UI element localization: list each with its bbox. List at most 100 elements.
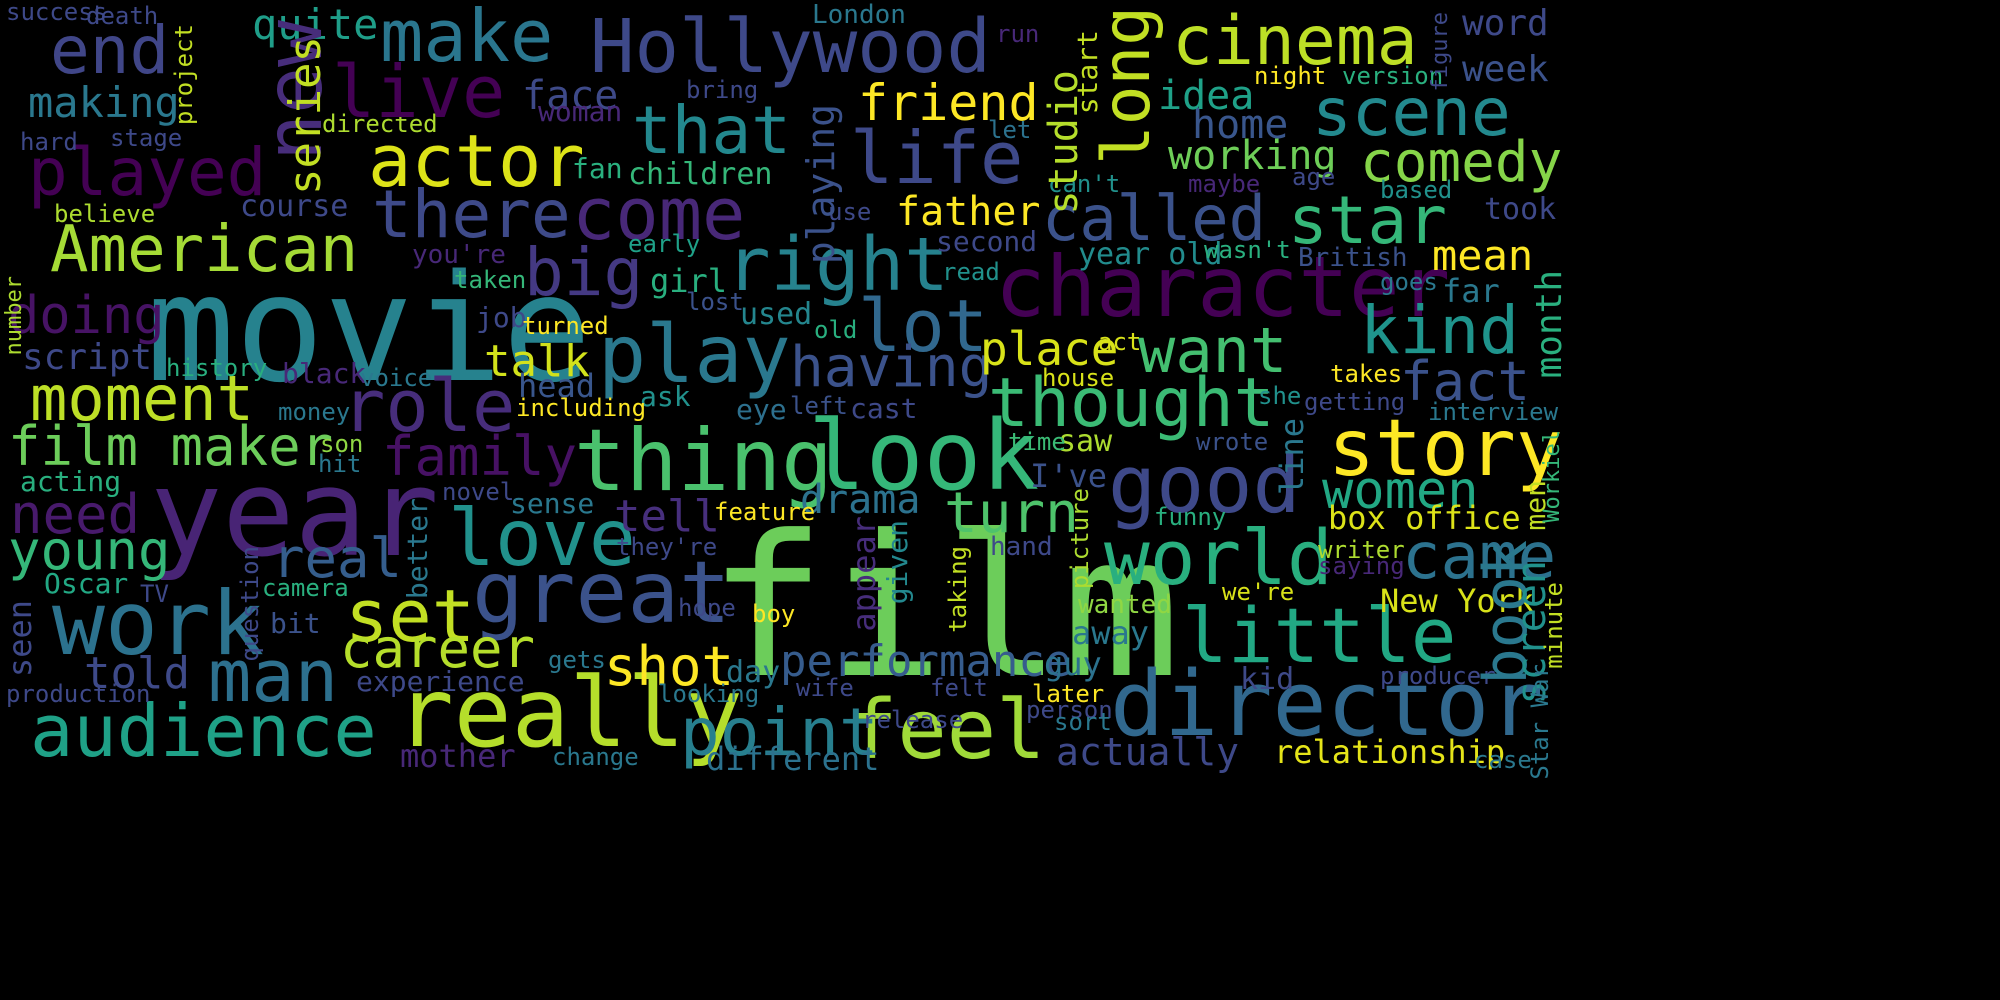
word: tell	[614, 491, 720, 542]
word: father	[896, 189, 1041, 235]
word: voice	[360, 364, 433, 392]
word: number	[2, 276, 27, 356]
word: different	[706, 740, 880, 778]
word: goes	[1380, 268, 1438, 296]
word: Oscar	[44, 567, 129, 600]
word: make	[380, 0, 554, 78]
word: better	[401, 498, 434, 600]
word: actually	[1056, 730, 1240, 774]
word: case	[1474, 746, 1532, 774]
word: place	[980, 322, 1119, 376]
word: turn	[944, 481, 1079, 546]
word: role	[342, 364, 516, 448]
word: saying	[1318, 552, 1405, 580]
word: playing	[799, 104, 843, 265]
word: maybe	[1188, 170, 1261, 198]
word: course	[240, 189, 349, 224]
word: came	[1402, 520, 1557, 594]
word: line	[1273, 418, 1311, 496]
word: black	[282, 357, 367, 390]
word: bring	[686, 76, 759, 104]
word: hope	[678, 594, 736, 622]
word: British	[1298, 243, 1408, 273]
word: took	[1484, 192, 1557, 227]
word: face	[522, 73, 619, 119]
word: Hollywood	[590, 4, 991, 90]
word: month	[1529, 270, 1570, 379]
word: son	[320, 430, 364, 458]
word: good	[1108, 438, 1301, 531]
word: career	[340, 617, 536, 680]
word: day	[726, 655, 781, 690]
word: film	[708, 494, 1181, 722]
word: getting	[1304, 388, 1406, 416]
word: appear	[845, 516, 883, 632]
word: hit	[318, 450, 362, 478]
word: feel	[848, 683, 1046, 778]
word: idea	[1158, 73, 1255, 119]
word: history	[166, 354, 268, 382]
word: stage	[110, 124, 183, 152]
word: boy	[752, 600, 796, 628]
word: can't	[1048, 170, 1121, 198]
word: drama	[800, 477, 921, 523]
word: told	[84, 648, 190, 699]
word: series	[280, 36, 331, 195]
word: talk	[484, 336, 590, 387]
word: year	[150, 445, 439, 584]
word: wrote	[1196, 428, 1269, 456]
word: we're	[1222, 578, 1295, 606]
word: wanted	[1078, 590, 1172, 620]
word: release	[862, 706, 964, 734]
word: start	[1071, 30, 1104, 115]
word: bit	[270, 607, 321, 640]
word: week	[1462, 49, 1549, 90]
word: they're	[616, 533, 718, 561]
word: you're	[412, 240, 506, 270]
word: feature	[714, 498, 816, 526]
word: use	[828, 198, 872, 226]
word: question	[236, 546, 264, 662]
word: shot	[604, 635, 735, 698]
word: death	[86, 2, 159, 30]
word: seen	[1, 600, 39, 678]
word: writer	[1318, 536, 1405, 564]
word: lost	[686, 288, 744, 316]
word: young	[8, 519, 171, 582]
word: age	[1292, 163, 1336, 191]
word: interview	[1428, 398, 1559, 426]
word: moment	[30, 362, 254, 435]
word: movie	[146, 243, 592, 415]
word: believe	[54, 200, 156, 228]
word: having	[790, 335, 993, 400]
word: eye	[736, 393, 787, 426]
word: taken	[454, 266, 527, 294]
word: given	[881, 520, 914, 605]
word: character	[995, 238, 1451, 336]
word: word	[1462, 3, 1549, 44]
word: audience	[30, 689, 377, 773]
word: mother	[400, 737, 516, 775]
word: children	[628, 157, 773, 192]
word: quite	[252, 0, 379, 49]
word: money	[278, 398, 351, 426]
word: sort	[1054, 708, 1112, 736]
word: wasn't	[1204, 236, 1291, 264]
word: point	[680, 694, 879, 771]
word: wife	[796, 674, 854, 702]
word: come	[572, 172, 746, 256]
word: acting	[20, 465, 122, 498]
word: called	[1042, 182, 1266, 255]
word: play	[598, 308, 791, 401]
word: comedy	[1360, 130, 1563, 195]
word: script	[22, 337, 153, 378]
word: really	[396, 657, 743, 769]
word: women	[1322, 461, 1479, 521]
word: actor	[368, 119, 585, 203]
word: Workiel	[1540, 430, 1565, 523]
word: camera	[262, 574, 349, 602]
word: looking	[658, 680, 760, 708]
word: working	[1168, 133, 1337, 179]
word: need	[10, 483, 141, 546]
word: including	[516, 394, 647, 422]
